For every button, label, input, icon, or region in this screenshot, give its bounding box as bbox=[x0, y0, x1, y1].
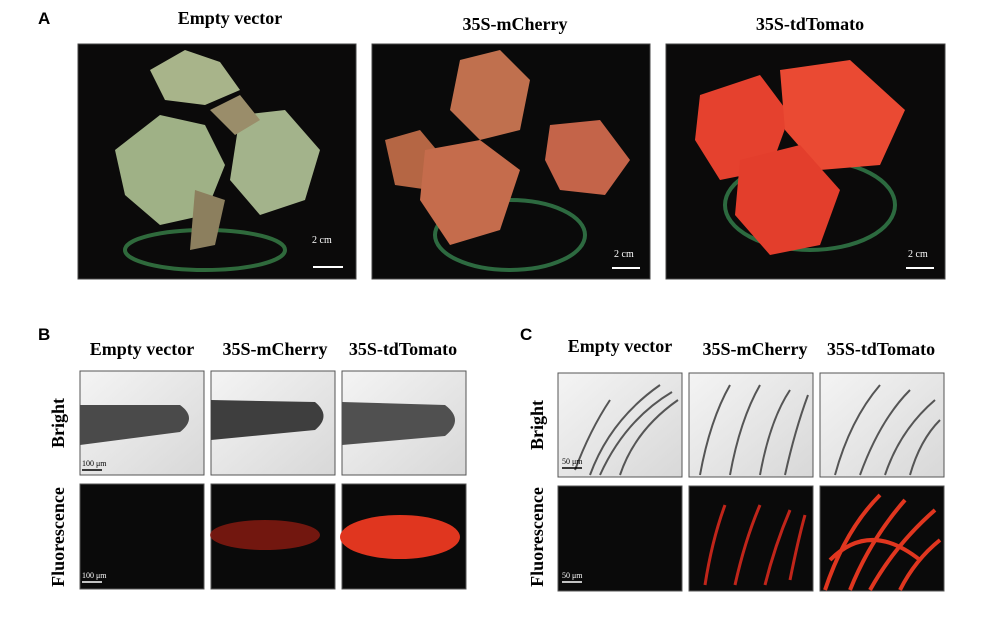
column-header: 35S-mCherry bbox=[223, 339, 328, 359]
column-header: 35S-tdTomato bbox=[827, 339, 935, 359]
plant-photo bbox=[665, 43, 946, 280]
panel-label: A bbox=[38, 9, 50, 28]
column-header: Empty vector bbox=[568, 336, 672, 356]
scale-bar-label: 2 cm bbox=[614, 249, 634, 260]
scale-bar-label: 100 μm bbox=[82, 459, 107, 468]
column-header: 35S-tdTomato bbox=[349, 339, 457, 359]
plant-photo bbox=[77, 43, 357, 280]
scale-bar-label: 100 μm bbox=[82, 571, 107, 580]
panel-label: C bbox=[520, 325, 532, 344]
microscopy-image bbox=[79, 370, 467, 590]
scale-bar-label: 50 μm bbox=[562, 457, 583, 466]
column-header: Empty vector bbox=[178, 8, 282, 28]
scale-bar-label: 50 μm bbox=[562, 571, 583, 580]
row-label: Fluorescence bbox=[48, 487, 68, 587]
column-header: 35S-mCherry bbox=[463, 14, 568, 34]
scale-bar-label: 2 cm bbox=[908, 249, 928, 260]
column-header: Empty vector bbox=[90, 339, 194, 359]
column-header: 35S-mCherry bbox=[703, 339, 808, 359]
scale-bar-label: 2 cm bbox=[312, 235, 332, 246]
row-label: Bright bbox=[527, 400, 547, 450]
plant-photo bbox=[371, 43, 651, 280]
row-label: Bright bbox=[48, 398, 68, 448]
row-label: Fluorescence bbox=[527, 487, 547, 587]
column-header: 35S-tdTomato bbox=[756, 14, 864, 34]
microscopy-image bbox=[557, 372, 945, 592]
panel-label: B bbox=[38, 325, 50, 344]
